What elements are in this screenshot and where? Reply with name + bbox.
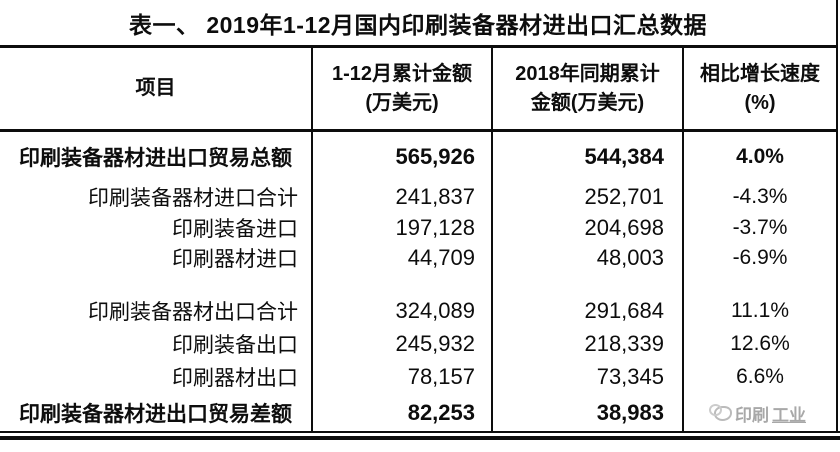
- publisher-watermark: 印刷 工业: [709, 401, 806, 426]
- header-amount-2018-line2: 金额(万美元): [530, 91, 645, 114]
- value-2018-import-subtotal: 252,701: [493, 181, 684, 213]
- row-label-equipment-import: 印刷装备进口: [0, 213, 313, 243]
- growth-export-subtotal: 11.1%: [684, 295, 836, 327]
- table-bottom-rule-thin: [0, 431, 840, 433]
- watermark-text: 印刷: [735, 405, 769, 425]
- table-bottom-rule-thick: [0, 436, 840, 440]
- value-2019-total-trade: 565,926: [313, 132, 493, 181]
- header-amount-2018: 2018年同期累计 金额(万美元): [493, 48, 684, 132]
- header-amount-2019: 1-12月累计金额 (万美元): [313, 48, 493, 132]
- row-label-trade-balance: 印刷装备器材进出口贸易差额: [0, 394, 313, 432]
- value-2018-total-trade: 544,384: [493, 132, 684, 181]
- header-item-label: 项目: [135, 77, 176, 99]
- growth-materials-import: -6.9%: [684, 243, 836, 273]
- growth-import-subtotal: -4.3%: [684, 181, 836, 213]
- value-2019-materials-export: 78,157: [313, 360, 493, 394]
- value-2019-import-subtotal: 241,837: [313, 181, 493, 213]
- value-2019-equipment-import: 197,128: [313, 213, 493, 243]
- growth-equipment-export: 12.6%: [684, 327, 836, 360]
- value-2018-trade-balance: 38,983: [493, 394, 684, 432]
- table-title: 表一、 2019年1-12月国内印刷装备器材进出口汇总数据: [0, 0, 838, 45]
- header-amount-2019-line2: (万美元): [365, 91, 439, 114]
- value-2019-export-subtotal: 324,089: [313, 295, 493, 327]
- watermark-mascot-icon: [709, 403, 732, 421]
- header-amount-2018-line1: 2018年同期累计: [515, 62, 660, 85]
- header-growth-line2: (%): [744, 91, 776, 114]
- watermark-text-underlined: 工业: [772, 405, 806, 425]
- value-2018-export-subtotal: 291,684: [493, 295, 684, 327]
- value-2018-materials-import: 48,003: [493, 243, 684, 273]
- row-label-import-subtotal: 印刷装备器材进口合计: [0, 181, 313, 213]
- group-spacer: [313, 273, 493, 295]
- value-2019-trade-balance: 82,253: [313, 394, 493, 432]
- header-item: 项目: [0, 48, 313, 132]
- row-label-export-subtotal: 印刷装备器材出口合计: [0, 295, 313, 327]
- value-2018-equipment-export: 218,339: [493, 327, 684, 360]
- header-amount-2019-line1: 1-12月累计金额: [331, 62, 473, 85]
- value-2019-materials-import: 44,709: [313, 243, 493, 273]
- value-2018-materials-export: 73,345: [493, 360, 684, 394]
- row-label-materials-export: 印刷器材出口: [0, 360, 313, 394]
- group-spacer: [0, 273, 313, 295]
- row-label-equipment-export: 印刷装备出口: [0, 327, 313, 360]
- header-growth-line1: 相比增长速度: [700, 62, 820, 85]
- growth-materials-export: 6.6%: [684, 360, 836, 394]
- row-label-total-trade: 印刷装备器材进出口贸易总额: [0, 132, 313, 181]
- header-growth: 相比增长速度 (%): [684, 48, 836, 132]
- row-label-materials-import: 印刷器材进口: [0, 243, 313, 273]
- value-2018-equipment-import: 204,698: [493, 213, 684, 243]
- group-spacer: [684, 273, 836, 295]
- data-table: 项目 1-12月累计金额 (万美元) 2018年同期累计 金额(万美元) 相比增…: [0, 45, 838, 432]
- growth-trade-balance-cell: 印刷 工业: [684, 394, 836, 432]
- growth-equipment-import: -3.7%: [684, 213, 836, 243]
- growth-total-trade: 4.0%: [684, 132, 836, 181]
- value-2019-equipment-export: 245,932: [313, 327, 493, 360]
- group-spacer: [493, 273, 684, 295]
